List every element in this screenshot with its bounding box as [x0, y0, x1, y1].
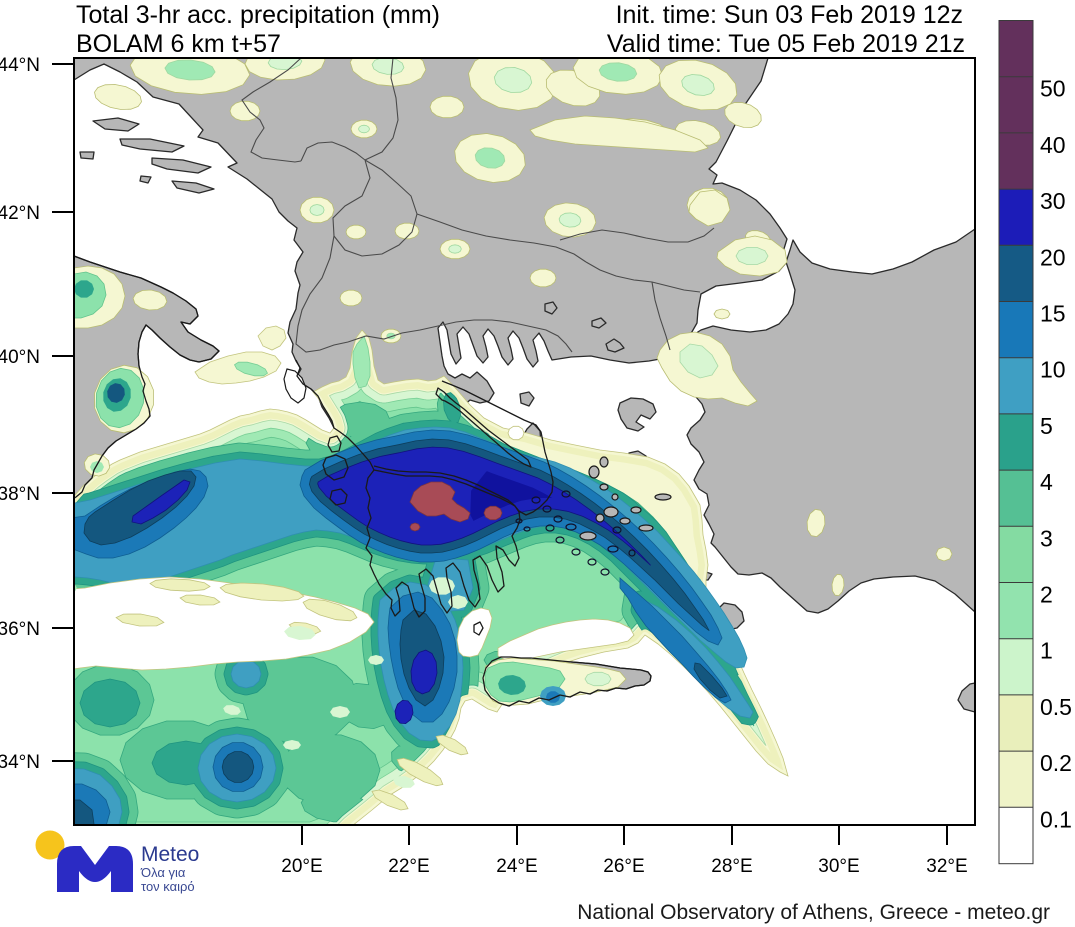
svg-text:2: 2: [1040, 582, 1053, 608]
svg-text:Init. time: Sun 03 Feb 2019 12: Init. time: Sun 03 Feb 2019 12z: [616, 1, 963, 29]
svg-text:20°E: 20°E: [281, 856, 322, 877]
svg-text:Meteo: Meteo: [141, 843, 199, 866]
svg-text:3: 3: [1040, 525, 1053, 551]
svg-text:20: 20: [1040, 244, 1066, 270]
svg-text:15: 15: [1040, 301, 1066, 327]
svg-text:50: 50: [1040, 76, 1066, 102]
svg-text:4: 4: [1040, 469, 1053, 495]
svg-text:34°N: 34°N: [0, 752, 40, 773]
svg-text:28°E: 28°E: [711, 856, 752, 877]
svg-text:44°N: 44°N: [0, 55, 40, 76]
svg-text:40°N: 40°N: [0, 347, 40, 368]
svg-text:30°E: 30°E: [818, 856, 859, 877]
svg-text:26°E: 26°E: [603, 856, 644, 877]
svg-text:36°N: 36°N: [0, 619, 40, 640]
svg-text:Total 3-hr acc. precipitation: Total 3-hr acc. precipitation (mm): [76, 1, 440, 29]
svg-text:42°N: 42°N: [0, 203, 40, 224]
svg-text:10: 10: [1040, 357, 1066, 383]
svg-text:0.5: 0.5: [1040, 694, 1072, 720]
svg-text:0.1: 0.1: [1040, 806, 1072, 832]
svg-text:24°E: 24°E: [496, 856, 537, 877]
svg-text:30: 30: [1040, 188, 1066, 214]
svg-text:1: 1: [1040, 638, 1053, 664]
svg-text:National Observatory of Athens: National Observatory of Athens, Greece -…: [577, 901, 1050, 924]
svg-text:5: 5: [1040, 413, 1053, 439]
svg-text:BOLAM 6 km t+57: BOLAM 6 km t+57: [76, 30, 281, 58]
svg-text:40: 40: [1040, 132, 1066, 158]
svg-text:0.2: 0.2: [1040, 750, 1072, 776]
svg-text:32°E: 32°E: [926, 856, 967, 877]
svg-text:38°N: 38°N: [0, 484, 40, 505]
svg-text:22°E: 22°E: [388, 856, 429, 877]
svg-text:τον καιρό: τον καιρό: [141, 879, 195, 894]
svg-text:Όλα για: Όλα για: [140, 865, 186, 880]
svg-text:Valid time: Tue 05 Feb 2019 21: Valid time: Tue 05 Feb 2019 21z: [607, 30, 965, 58]
